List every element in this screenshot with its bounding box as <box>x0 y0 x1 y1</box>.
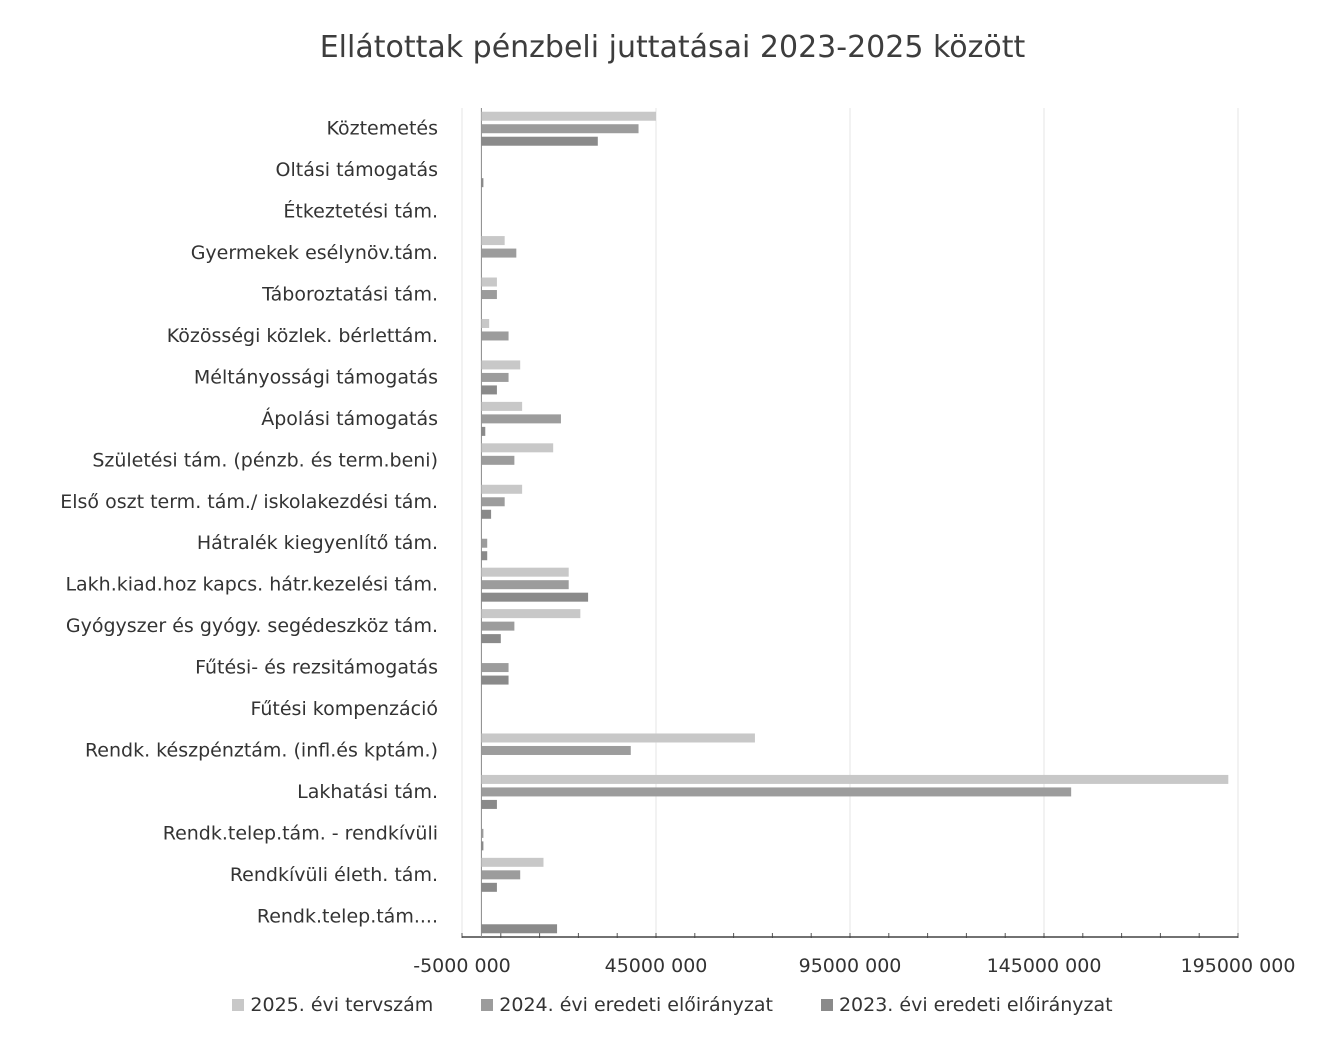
category-label-19: Rendk.telep.tám.... <box>257 905 438 927</box>
x-tick-label-0: -5000 000 <box>413 955 511 977</box>
bar-s1-c11 <box>481 580 569 590</box>
bar-s1-c10 <box>481 538 488 548</box>
category-label-9: Első oszt term. tám./ iskolakezdési tám. <box>60 491 438 513</box>
category-label-4: Táboroztatási tám. <box>261 284 438 306</box>
legend-swatch-2025 <box>232 999 245 1011</box>
category-label-13: Fűtési- és rezsitámogatás <box>195 657 438 679</box>
category-label-5: Közösségi közlek. bérlettám. <box>167 325 438 347</box>
bar-s2-c19 <box>481 924 558 934</box>
x-tick-label-3: 145000 000 <box>987 955 1102 977</box>
category-label-12: Gyógyszer és gyógy. segédeszköz tám. <box>66 615 438 637</box>
bar-s1-c16 <box>481 787 1072 797</box>
bar-s0-c18 <box>481 857 544 867</box>
bar-s2-c17 <box>481 841 484 851</box>
legend-item-2025: 2025. évi tervszám <box>232 994 433 1016</box>
bar-s1-c9 <box>481 497 505 507</box>
bar-s0-c7 <box>481 401 523 411</box>
bar-s1-c0 <box>481 124 639 134</box>
bar-s0-c15 <box>481 733 755 743</box>
x-tick-label-1: 45000 000 <box>605 955 708 977</box>
bar-s0-c16 <box>481 774 1229 784</box>
bar-s1-c8 <box>481 455 515 465</box>
bar-s1-c5 <box>481 331 509 341</box>
bar-s2-c7 <box>481 426 486 436</box>
bar-s1-c4 <box>481 290 497 300</box>
bar-s0-c4 <box>481 277 497 287</box>
bar-s1-c15 <box>481 745 631 755</box>
bar-s2-c0 <box>481 136 598 146</box>
category-label-3: Gyermekek esélynöv.tám. <box>191 242 438 264</box>
legend-item-2024: 2024. évi eredeti előirányzat <box>481 994 773 1016</box>
bar-s2-c13 <box>481 675 509 685</box>
bar-s2-c11 <box>481 592 589 602</box>
bar-s1-c6 <box>481 372 509 382</box>
legend-item-2023: 2023. évi eredeti előirányzat <box>820 994 1113 1016</box>
bar-s2-c16 <box>481 799 497 809</box>
bar-s1-c12 <box>481 621 515 631</box>
bar-s1-c17 <box>481 828 484 838</box>
category-label-0: Köztemetés <box>327 118 439 140</box>
bar-s0-c9 <box>481 484 523 494</box>
bar-s0-c0 <box>481 111 656 121</box>
legend-label-2025: 2025. évi tervszám <box>250 994 434 1016</box>
bar-s1-c7 <box>481 414 561 424</box>
bar-s1-c3 <box>481 248 517 258</box>
bar-s0-c12 <box>481 609 581 619</box>
bar-s1-c18 <box>481 870 521 880</box>
bar-s1-c13 <box>481 663 509 673</box>
legend-label-2024: 2024. évi eredeti előirányzat <box>499 994 773 1016</box>
bar-s0-c3 <box>481 236 505 246</box>
bar-s2-c9 <box>481 509 492 519</box>
chart-title: Ellátottak pénzbeli juttatásai 2023-2025… <box>319 30 1026 65</box>
legend-label-2023: 2023. évi eredeti előirányzat <box>838 994 1113 1016</box>
category-label-1: Oltási támogatás <box>276 159 438 181</box>
bar-s2-c12 <box>481 634 501 644</box>
category-label-8: Születési tám. (pénzb. és term.beni) <box>92 449 438 471</box>
category-label-10: Hátralék kiegyenlítő tám. <box>197 532 438 554</box>
bar-s0-c8 <box>481 443 554 453</box>
category-label-11: Lakh.kiad.hoz kapcs. hátr.kezelési tám. <box>65 574 438 596</box>
x-tick-label-4: 195000 000 <box>1181 955 1296 977</box>
bar-s0-c5 <box>481 318 490 328</box>
category-label-18: Rendkívüli életh. tám. <box>230 864 438 886</box>
bar-s2-c6 <box>481 385 497 395</box>
category-label-17: Rendk.telep.tám. - rendkívüli <box>163 822 438 844</box>
legend-swatch-2024 <box>481 999 494 1011</box>
category-label-14: Fűtési kompenzáció <box>250 698 438 720</box>
bar-s0-c11 <box>481 567 569 577</box>
category-label-16: Lakhatási tám. <box>297 781 438 803</box>
bar-s2-c10 <box>481 551 488 561</box>
category-label-2: Étkeztetési tám. <box>283 200 438 223</box>
category-label-6: Méltányossági támogatás <box>194 366 438 388</box>
category-label-7: Ápolási támogatás <box>261 407 438 430</box>
category-label-15: Rendk. készpénztám. (infl.és kptám.) <box>85 739 438 761</box>
chart-legend: 2025. évi tervszám 2024. évi eredeti elő… <box>0 994 1322 1016</box>
x-tick-label-2: 95000 000 <box>799 955 902 977</box>
bar-s2-c1 <box>481 178 484 188</box>
bar-s2-c18 <box>481 882 497 892</box>
legend-swatch-2023 <box>820 999 833 1011</box>
bar-s0-c6 <box>481 360 521 370</box>
